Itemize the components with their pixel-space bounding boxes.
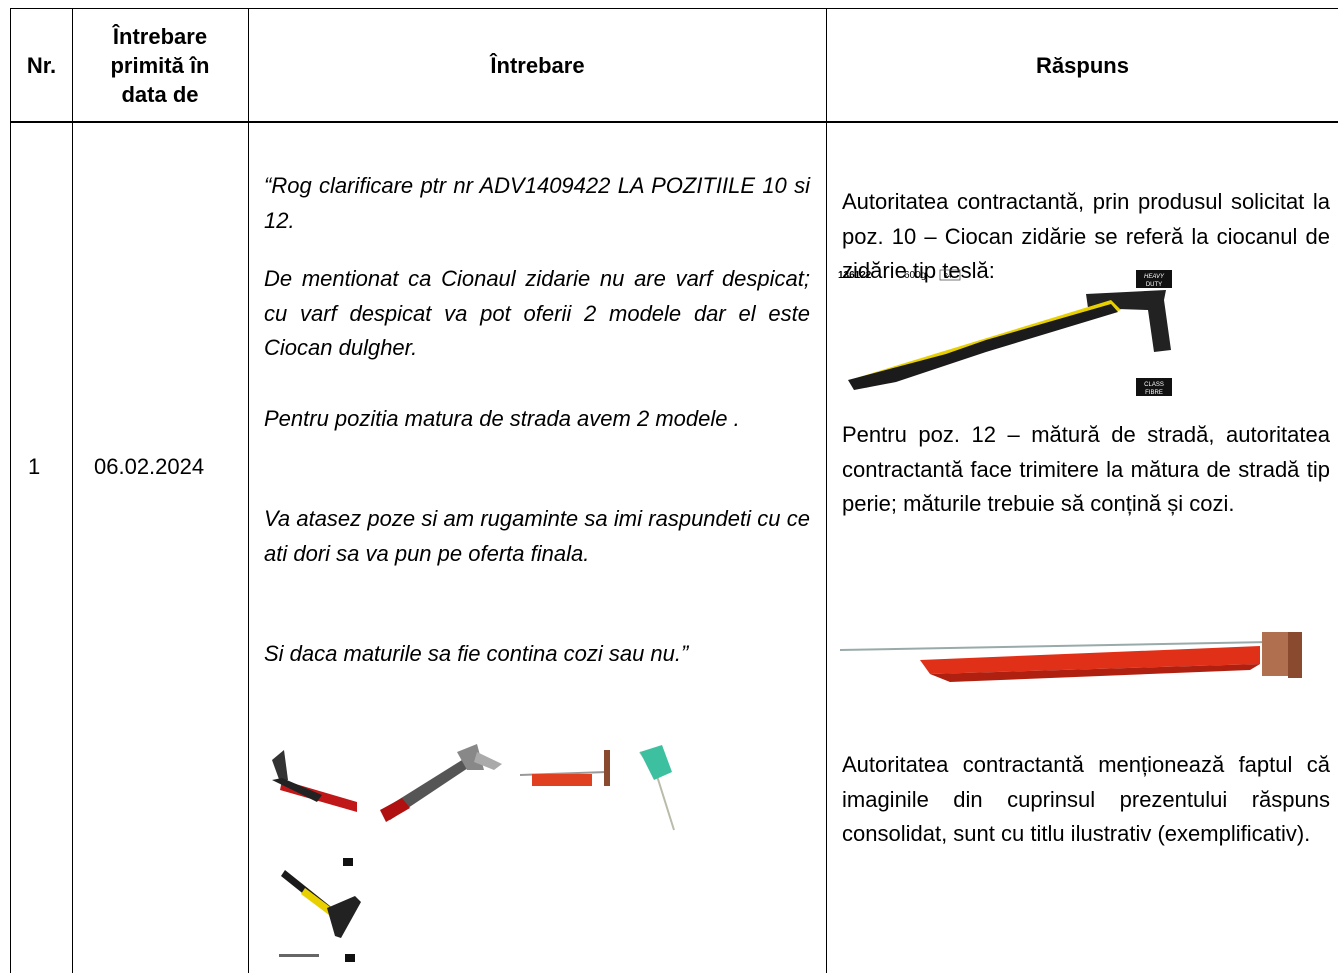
question-paragraph: De mentionat ca Cionaul zidarie nu are v… <box>264 266 810 360</box>
image-label: 24 <box>944 273 952 280</box>
header-cell: Nr. <box>26 52 57 78</box>
table-border <box>10 8 1338 9</box>
image-label: FIBRE <box>1145 390 1163 396</box>
header-cell: Întrebare primită în data de <box>110 23 210 107</box>
image-label: CLASS <box>1144 382 1164 388</box>
hammer-thumbnail <box>279 858 361 962</box>
answer-paragraph: Pentru poz. 12 – mătură de stradă, autor… <box>842 422 1330 516</box>
table-border <box>72 8 73 973</box>
broom-image <box>839 632 1302 682</box>
table-border <box>248 8 249 973</box>
image-label: HEAVY <box>1144 274 1165 280</box>
image-label: 136122 <box>838 270 872 281</box>
question-paragraph: Pentru pozitia matura de strada avem 2 m… <box>264 406 740 431</box>
answer-paragraph: Autoritatea contractantă menționează fap… <box>842 752 1330 846</box>
question-paragraph: Va atasez poze si am rugaminte sa imi ra… <box>264 506 810 566</box>
product-photos <box>272 744 675 831</box>
image-label: DUTY <box>1146 282 1162 288</box>
question-paragraph: “Rog clarificare ptr nr ADV1409422 LA PO… <box>264 173 810 233</box>
question-paragraph: Si daca maturile sa fie contina cozi sau… <box>264 641 689 666</box>
table-border <box>10 8 11 973</box>
answer-paragraph: Autoritatea contractantă, prin produsul … <box>842 189 1330 283</box>
row-number: 1 <box>28 454 41 479</box>
header-cell: Întrebare <box>490 52 585 78</box>
header-cell: Răspuns <box>1036 52 1129 78</box>
image-label: 600g <box>904 270 926 281</box>
hammer-image: 136122 600g 24 HEAVY DUTY CLASS FIBRE <box>838 269 1172 396</box>
table-border <box>826 8 827 973</box>
row-date: 06.02.2024 <box>94 454 205 479</box>
table-border <box>10 121 1338 123</box>
